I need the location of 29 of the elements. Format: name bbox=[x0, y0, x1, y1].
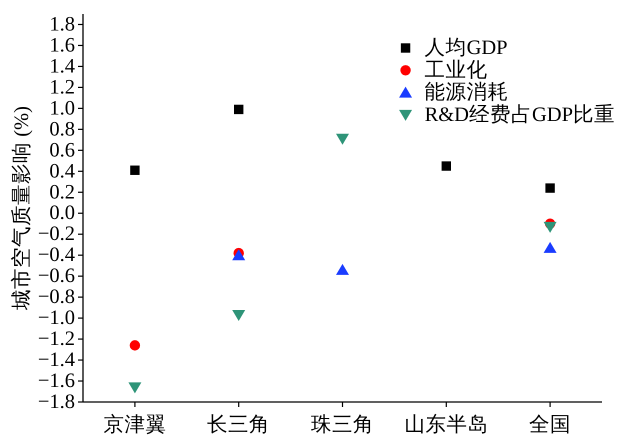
y-tick-label: −1.8 bbox=[38, 391, 75, 413]
x-tick-label: 珠三角 bbox=[311, 413, 374, 436]
x-tick-label: 全国 bbox=[529, 413, 572, 436]
y-tick-label: 1.0 bbox=[49, 97, 75, 120]
y-tick-label: −1.2 bbox=[38, 328, 75, 350]
y-tick-label: 0.2 bbox=[49, 181, 75, 204]
legend-label: 人均GDP bbox=[424, 37, 508, 59]
y-tick-label: −0.8 bbox=[38, 286, 75, 308]
y-tick-label: −0.6 bbox=[38, 265, 75, 288]
y-tick-label: 1.6 bbox=[49, 34, 75, 56]
y-tick-label: 0.0 bbox=[49, 202, 75, 224]
x-tick-label: 长三角 bbox=[207, 413, 270, 436]
legend-label: 工业化 bbox=[424, 58, 488, 82]
y-tick-label: 1.2 bbox=[49, 76, 75, 98]
y-tick-label: −0.4 bbox=[38, 244, 75, 266]
y-axis-title: 城市空气质量影响 (%) bbox=[10, 106, 33, 311]
legend-label: R&D经费占GDP比重 bbox=[424, 102, 615, 126]
y-tick-label: 0.8 bbox=[49, 118, 75, 140]
y-tick-label: 0.4 bbox=[49, 160, 75, 182]
y-tick-label: −1.0 bbox=[38, 307, 75, 330]
y-tick-label: −1.4 bbox=[38, 349, 75, 372]
x-tick-label: 京津翼 bbox=[103, 413, 166, 436]
x-tick-label: 山东半岛 bbox=[404, 413, 488, 436]
y-tick-label: 1.4 bbox=[49, 55, 75, 78]
y-tick-label: 0.6 bbox=[49, 139, 75, 162]
y-tick-label: −1.6 bbox=[38, 370, 75, 392]
y-tick-label: −0.2 bbox=[38, 223, 75, 246]
y-tick-label: 1.8 bbox=[49, 13, 75, 36]
legend-label: 能源消耗 bbox=[424, 80, 509, 104]
